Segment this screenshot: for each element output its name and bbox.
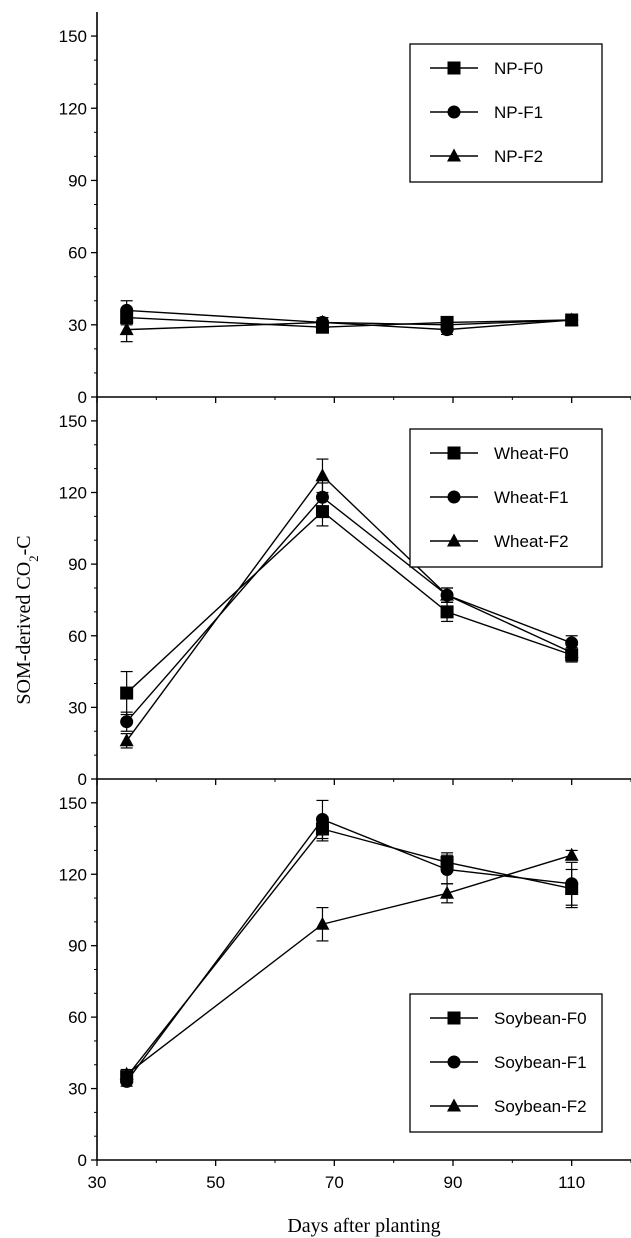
x-axis-title: Days after planting [287,1215,440,1237]
legend-marker [447,446,461,460]
data-point [440,862,454,876]
data-point [119,322,134,336]
legend-label: Soybean-F0 [494,1009,587,1028]
x-tick-label: 30 [88,1173,107,1192]
y-tick-label: 90 [68,937,87,956]
legend-marker [447,490,461,504]
y-tick-label: 150 [59,794,87,813]
legend-label: NP-F0 [494,59,543,78]
legend-label: NP-F2 [494,147,543,166]
y-tick-label: 30 [68,316,87,335]
x-tick-label: 90 [444,1173,463,1192]
legend-label: Wheat-F1 [494,488,569,507]
x-tick-label: 50 [206,1173,225,1192]
series-line [126,818,572,1082]
legend-label: Wheat-F2 [494,532,569,551]
data-point [565,877,579,891]
y-tick-label: 90 [68,555,87,574]
series-line [126,510,572,694]
legend-marker [447,105,461,119]
legend-box [409,428,603,568]
series-NP-F2 [119,312,579,343]
series-line [126,854,572,1075]
data-point [120,303,134,317]
legend-marker [447,1055,461,1069]
y-tick-label: 90 [68,171,87,190]
series-line [126,828,572,1078]
series-Wheat-F2 [119,458,579,749]
data-point [440,587,455,601]
y-tick-label: 120 [59,484,87,503]
y-tick-label: 120 [59,865,87,884]
y-tick-label: 0 [78,388,87,407]
y-tick-label: 60 [68,244,87,263]
data-point [564,312,579,326]
data-point [440,885,455,899]
data-point [315,490,329,504]
y-tick-label: 60 [68,1008,87,1027]
y-tick-label: 60 [68,627,87,646]
data-point [315,916,330,930]
legend-label: Wheat-F0 [494,444,569,463]
y-tick-label: 120 [59,99,87,118]
legend-label: Soybean-F1 [494,1053,587,1072]
legend: Wheat-F0 Wheat-F1 Wheat-F2 [409,428,603,568]
legend-box [409,993,603,1133]
x-tick-label: 70 [325,1173,344,1192]
data-point [440,317,455,331]
data-point [119,733,134,747]
y-tick-label: 150 [59,27,87,46]
series-line [126,474,572,742]
data-point [120,715,134,729]
y-axis-title: SOM-derived CO2-C [13,535,41,704]
data-point [565,636,579,650]
legend-marker [447,1011,461,1025]
series-NP-F1 [120,300,579,337]
y-tick-label: 150 [59,412,87,431]
legend-box [409,43,603,183]
panel-1: 0 30 60 90 120 150 NP-F0 NP-F1 NP-F2 [59,12,631,407]
data-point [440,605,454,619]
y-tick-label: 30 [68,698,87,717]
y-tick-label: 0 [78,1151,87,1170]
y-tick-label: 0 [78,770,87,789]
data-point [120,686,134,700]
y-tick-label: 30 [68,1080,87,1099]
legend-label: NP-F1 [494,103,543,122]
panel-2: 0 30 60 90 120 150 Wheat-F0 Wheat-F1 Wheat-F2 [59,397,631,789]
data-point [315,468,330,482]
legend-marker [447,148,461,162]
series-line [126,316,572,328]
data-point [119,1066,134,1080]
data-point [315,812,329,826]
legend-label: Soybean-F2 [494,1097,587,1116]
series-Soybean-F2 [119,847,579,1080]
series-Soybean-F1 [120,799,579,1088]
legend-marker [447,61,461,75]
legend-marker [447,1098,461,1112]
data-point [315,314,330,328]
data-point [564,847,579,861]
series-line [126,496,572,723]
x-tick-label: 110 [558,1173,585,1192]
series-line [126,319,572,331]
series-line [126,309,572,331]
legend: Soybean-F0 Soybean-F1 Soybean-F2 [409,993,603,1133]
data-point [564,644,579,658]
legend-marker [447,533,461,547]
legend: NP-F0 NP-F1 NP-F2 [409,43,603,183]
